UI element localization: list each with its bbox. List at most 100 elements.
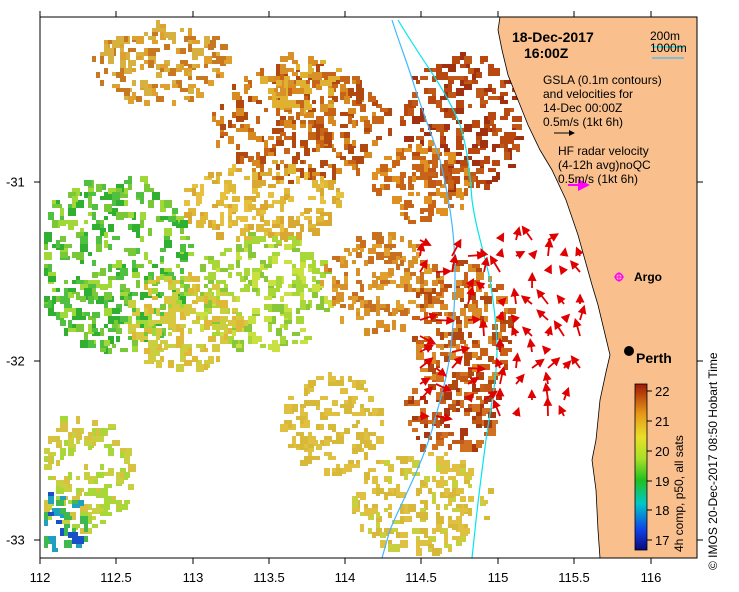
sst-pixel	[412, 244, 416, 252]
sst-pixel	[148, 260, 152, 264]
sst-pixel	[208, 260, 216, 264]
sst-pixel	[44, 268, 48, 276]
sst-pixel	[156, 328, 162, 336]
sst-pixel	[380, 488, 384, 494]
sst-pixel	[428, 420, 436, 424]
sst-pixel	[268, 168, 272, 176]
sst-pixel	[96, 504, 100, 508]
sst-pixel	[220, 44, 228, 50]
sst-pixel	[480, 496, 484, 502]
sst-pixel	[212, 332, 220, 336]
sst-pixel	[448, 520, 456, 526]
sst-pixel	[272, 128, 278, 134]
sst-pixel	[180, 88, 188, 92]
sst-pixel	[132, 344, 138, 352]
sst-pixel	[268, 280, 276, 286]
sst-pixel	[140, 196, 144, 204]
sst-pixel	[480, 140, 488, 148]
sst-pixel	[504, 140, 508, 148]
sst-pixel	[456, 344, 460, 350]
sst-pixel	[68, 320, 72, 328]
sst-pixel	[140, 176, 148, 182]
hf-arrow	[544, 238, 554, 257]
sst-pixel	[456, 260, 464, 266]
sst-pixel	[408, 220, 416, 224]
sst-pixel	[364, 152, 372, 158]
sst-pixel	[500, 144, 504, 148]
sst-pixel	[160, 248, 166, 252]
sst-pixel	[204, 324, 210, 330]
sst-pixel	[128, 328, 134, 332]
sst-pixel	[244, 88, 248, 94]
sst-pixel	[508, 132, 516, 138]
sst-pixel	[432, 356, 436, 364]
sst-pixel	[160, 32, 166, 40]
sst-pixel	[64, 528, 68, 536]
sst-pixel	[236, 128, 244, 132]
sst-pixel	[232, 316, 236, 320]
sst-pixel	[48, 436, 52, 444]
sst-pixel	[188, 252, 194, 256]
sst-pixel	[284, 148, 290, 154]
sst-pixel	[320, 212, 328, 216]
sst-pixel	[484, 156, 490, 164]
sst-pixel	[416, 80, 420, 84]
sst-pixel	[484, 116, 490, 124]
sst-pixel	[264, 264, 272, 268]
sst-pixel	[168, 284, 176, 290]
sst-pixel	[236, 260, 240, 268]
sst-pixel	[364, 440, 370, 448]
sst-pixel	[452, 400, 456, 406]
sst-pixel	[184, 284, 190, 292]
sst-pixel	[296, 220, 300, 226]
sst-pixel	[244, 112, 248, 120]
sst-pixel	[464, 124, 472, 132]
sst-pixel	[488, 120, 494, 126]
sst-pixel	[352, 300, 356, 304]
sst-pixel	[132, 268, 138, 272]
sst-pixel	[456, 140, 462, 148]
sst-pixel	[356, 316, 364, 320]
sst-pixel	[420, 408, 426, 416]
sst-pixel	[392, 528, 398, 532]
sst-pixel	[472, 340, 478, 344]
map-time: 16:00Z	[524, 45, 569, 61]
sst-pixel	[416, 136, 424, 140]
sst-pixel	[44, 256, 52, 260]
sst-pixel	[64, 296, 70, 304]
sst-pixel	[188, 96, 194, 102]
sst-pixel	[388, 464, 394, 472]
sst-pixel	[80, 244, 88, 252]
sst-pixel	[60, 208, 64, 212]
sst-pixel	[228, 172, 234, 176]
sst-pixel	[456, 372, 460, 380]
sst-pixel	[504, 80, 512, 84]
sst-pixel	[248, 316, 256, 324]
hf-arrow	[449, 254, 459, 273]
sst-pixel	[188, 348, 192, 352]
sst-pixel	[148, 36, 156, 40]
sst-pixel	[144, 308, 148, 316]
sst-pixel	[356, 280, 362, 284]
sst-pixel	[92, 428, 98, 436]
sst-pixel	[452, 480, 458, 488]
sst-pixel	[400, 204, 406, 210]
sst-pixel	[324, 440, 330, 446]
sst-pixel	[344, 144, 348, 150]
sst-pixel	[284, 188, 290, 194]
sst-pixel	[476, 424, 482, 428]
sst-pixel	[104, 240, 108, 248]
sst-pixel	[448, 64, 456, 72]
sst-pixel	[304, 216, 312, 220]
sst-pixel	[456, 516, 462, 524]
sst-pixel	[112, 308, 120, 314]
sst-pixel	[500, 348, 508, 356]
sst-pixel	[352, 248, 358, 252]
sst-pixel	[80, 512, 88, 518]
sst-pixel	[400, 172, 406, 178]
sst-pixel	[212, 112, 216, 116]
sst-pixel	[296, 80, 300, 86]
gsla-text-2: and velocities for	[543, 87, 634, 101]
sst-pixel	[104, 192, 112, 200]
sst-pixel	[260, 180, 266, 186]
